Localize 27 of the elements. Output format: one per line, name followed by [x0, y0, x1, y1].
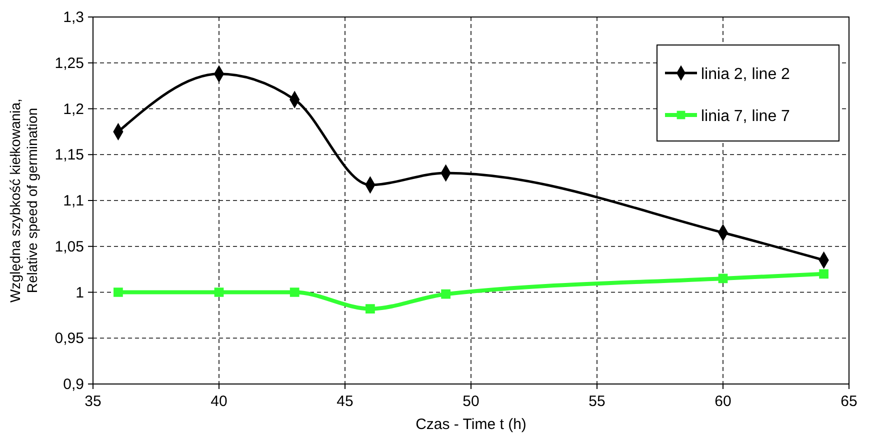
point: [214, 288, 224, 297]
x-axis-title: Czas - Time t (h): [416, 416, 526, 433]
x-tick-label: 55: [588, 393, 606, 410]
y-tick-label: 1,15: [54, 146, 84, 164]
x-tick-label: 45: [336, 393, 354, 410]
x-tick-label: 65: [840, 393, 858, 410]
x-tick-label: 35: [84, 393, 102, 410]
y-tick-label: 0,95: [54, 330, 84, 348]
point: [366, 304, 375, 314]
legend-label: linia 2, line 2: [701, 66, 790, 83]
point: [718, 274, 728, 284]
x-tick-label: 50: [462, 393, 480, 410]
y-tick-label: 1,3: [63, 9, 84, 26]
y-tick-label: 0,9: [63, 376, 84, 393]
point: [114, 288, 123, 297]
y-tick-label: 1,2: [63, 100, 84, 118]
y-tick-label: 1: [76, 284, 84, 302]
y-tick-label: 1,05: [54, 238, 84, 256]
x-tick-label: 60: [714, 393, 732, 410]
x-tick-label: 40: [210, 393, 228, 410]
y-tick-label: 1,25: [54, 54, 84, 72]
point: [819, 269, 828, 279]
legend-label: linia 7, line 7: [701, 108, 790, 125]
point: [441, 289, 450, 299]
point: [290, 288, 300, 297]
y-axis-title: Względna szybkość kiełkowania, Relative speed of germination: [7, 98, 40, 302]
y-tick-label: 1,1: [63, 192, 84, 210]
